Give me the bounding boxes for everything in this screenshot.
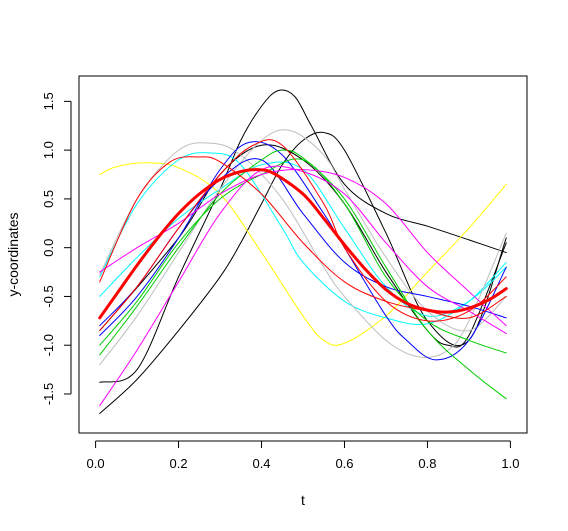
- series-line-12: [99, 158, 507, 354]
- x-axis-label: t: [301, 492, 305, 508]
- y-tick-label: -0.5: [41, 285, 56, 307]
- series-layer: [98, 89, 508, 414]
- series-line-14: [99, 169, 507, 327]
- mean-curve-line: [98, 168, 508, 320]
- x-tick-label: 0.2: [170, 456, 188, 471]
- series-line-6: [99, 161, 507, 317]
- series-line-7: [99, 142, 507, 358]
- series-line-9: [99, 141, 507, 361]
- x-tick-label: 0.6: [335, 456, 353, 471]
- x-tick-label: 0.4: [252, 456, 270, 471]
- series-line-4: [99, 162, 507, 346]
- x-tick-label: 0.8: [418, 456, 436, 471]
- y-tick-label: -1.5: [41, 383, 56, 405]
- plot-frame: [78, 75, 528, 434]
- x-tick-label: 1.0: [501, 456, 519, 471]
- series-line-2: [99, 89, 507, 383]
- series-line-13: [99, 165, 507, 407]
- y-tick-label: 0.5: [41, 190, 56, 208]
- series-line-8: [99, 129, 507, 366]
- series-line-15: [99, 156, 507, 319]
- y-tick-label: -1.0: [41, 334, 56, 356]
- y-axis-label: y-coordinates: [5, 212, 21, 296]
- series-line-16: [99, 139, 507, 332]
- x-tick-label: 0.0: [87, 456, 105, 471]
- y-axis: -1.5 -1.0 -0.5 0.0 0.5 1.0 1.5: [41, 92, 72, 405]
- series-line-5: [99, 152, 507, 326]
- y-tick-label: 0.0: [41, 239, 56, 257]
- series-line-11: [99, 149, 507, 400]
- x-axis: 0.0 0.2 0.4 0.6 0.8 1.0: [87, 440, 519, 471]
- y-tick-label: 1.0: [41, 141, 56, 159]
- y-tick-label: 1.5: [41, 92, 56, 110]
